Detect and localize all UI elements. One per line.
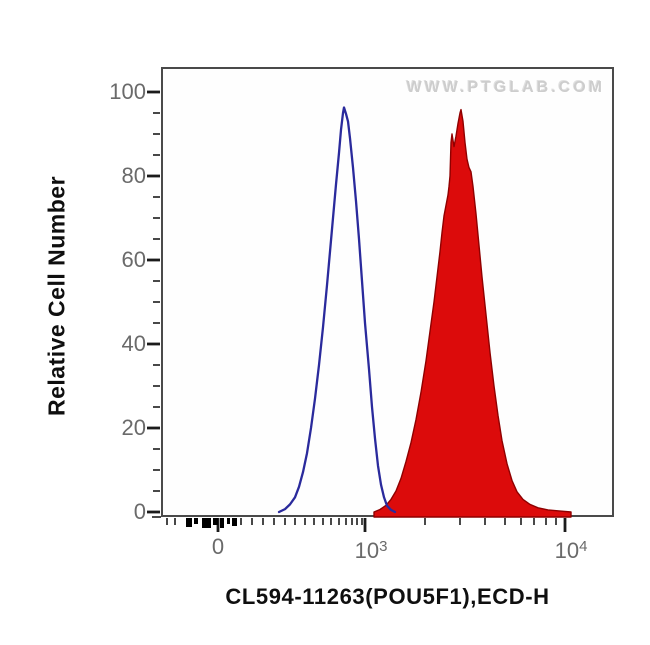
y-tick-label: 100: [109, 79, 146, 104]
y-tick-label: 0: [133, 499, 146, 524]
y-tick-label: 40: [121, 331, 146, 356]
baseline-zero-region-mark: [232, 518, 237, 526]
baseline-zero-region-mark: [194, 518, 198, 524]
baseline-zero-region-mark: [186, 518, 192, 527]
y-tick-label: 60: [121, 247, 146, 272]
watermark-text: WWW.PTGLAB.COM: [406, 79, 605, 96]
x-tick-label: 0: [211, 534, 225, 559]
red-filled-histogram: [373, 108, 572, 518]
plot-area: WWW.PTGLAB.COM: [161, 67, 614, 517]
baseline-zero-region-mark: [213, 518, 218, 525]
x-axis-title: CL594-11263(POU5F1),ECD-H: [225, 584, 550, 609]
y-tick-label: 80: [121, 163, 146, 188]
baseline-zero-region-mark: [220, 518, 224, 528]
x-tick-label: 103: [354, 538, 388, 563]
baseline-zero-region-mark: [227, 518, 230, 524]
y-tick-label: 20: [121, 415, 146, 440]
blue-open-histogram: [277, 106, 397, 514]
x-tick-label: 104: [554, 538, 588, 563]
baseline-zero-region-mark: [202, 518, 211, 528]
